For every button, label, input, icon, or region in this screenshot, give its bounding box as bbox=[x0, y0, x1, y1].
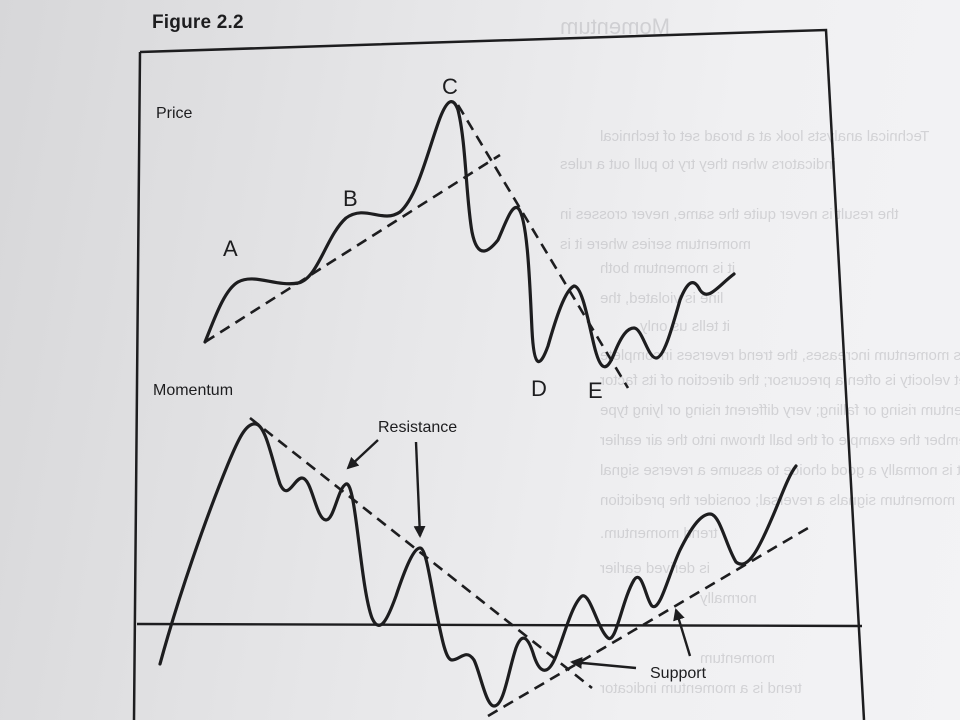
price-point-e: E bbox=[588, 378, 603, 403]
momentum-curve bbox=[158, 422, 798, 708]
price-downtrend-line bbox=[456, 104, 630, 389]
resistance-arrow-down bbox=[413, 441, 426, 538]
momentum-zero-line bbox=[136, 622, 863, 628]
figure-frame bbox=[132, 28, 866, 720]
price-curve bbox=[203, 100, 736, 369]
support-line bbox=[487, 526, 809, 718]
price-panel-label: Price bbox=[156, 105, 193, 122]
figure-title: Figure 2.2 bbox=[152, 12, 244, 33]
price-point-a: A bbox=[223, 236, 238, 261]
price-uptrend-line bbox=[204, 153, 501, 344]
momentum-panel-label: Momentum bbox=[153, 382, 233, 399]
price-point-d: D bbox=[531, 376, 547, 401]
resistance-label: Resistance bbox=[378, 419, 457, 436]
resistance-arrow-left bbox=[346, 439, 379, 470]
support-arrow-up bbox=[673, 608, 692, 657]
support-arrow-left bbox=[570, 656, 637, 670]
resistance-line bbox=[249, 416, 593, 690]
price-point-b: B bbox=[343, 186, 358, 211]
support-label: Support bbox=[650, 665, 707, 682]
price-point-c: C bbox=[442, 74, 458, 99]
